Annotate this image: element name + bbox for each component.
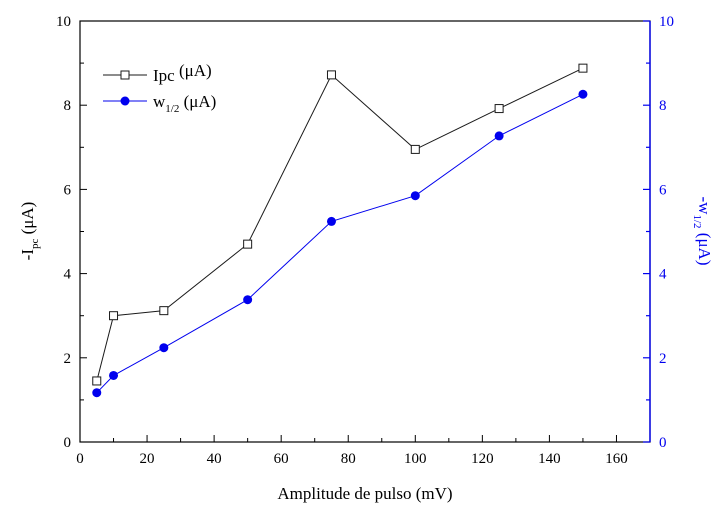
x-axis-label: Amplitude de pulso (mV) xyxy=(277,484,452,503)
x-axis: 0 20 40 60 80 100 120 140 160 xyxy=(76,435,628,467)
left-y-tick-label: 10 xyxy=(56,14,71,30)
data-point-w12 xyxy=(92,388,102,398)
data-point-w12 xyxy=(159,343,169,353)
legend-label-w12: w1/2 (μA) xyxy=(153,92,216,115)
right-y-tick-label: 0 xyxy=(659,435,667,451)
left-y-axis-label: -Ipc (μA) xyxy=(18,202,41,261)
x-tick-label: 0 xyxy=(76,451,84,467)
legend-label-ipc: Ipc (μA) xyxy=(153,61,212,85)
data-point-w12 xyxy=(109,370,119,380)
x-tick-label: 80 xyxy=(341,451,356,467)
data-point-ipc xyxy=(494,104,504,114)
data-point-ipc xyxy=(243,239,253,249)
data-point-ipc xyxy=(92,376,102,386)
x-tick-label: 120 xyxy=(471,451,494,467)
left-y-tick-label: 8 xyxy=(64,98,72,114)
right-y-tick-label: 2 xyxy=(659,351,667,367)
data-point-ipc xyxy=(109,311,119,321)
x-tick-label: 160 xyxy=(605,451,628,467)
left-y-tick-label: 2 xyxy=(64,351,72,367)
right-y-axis: 0 2 4 6 8 10 xyxy=(643,14,674,451)
legend-entry-w12: w1/2 (μA) xyxy=(103,92,216,115)
legend-marker-w12 xyxy=(120,96,130,106)
right-y-tick-label: 6 xyxy=(659,182,667,198)
right-y-tick-label: 4 xyxy=(659,267,667,283)
x-tick-label: 40 xyxy=(207,451,222,467)
data-point-w12 xyxy=(410,191,420,201)
right-y-tick-label: 10 xyxy=(659,14,674,30)
legend: Ipc (μA) w1/2 (μA) xyxy=(103,61,216,115)
series-line-1 xyxy=(96,93,584,394)
data-point-w12 xyxy=(494,131,504,141)
x-tick-label: 20 xyxy=(140,451,155,467)
data-point-ipc xyxy=(326,70,336,80)
series-layer xyxy=(92,63,588,398)
left-y-tick-label: 4 xyxy=(64,267,72,283)
data-point-ipc xyxy=(410,144,420,154)
legend-marker-ipc xyxy=(120,70,130,80)
series-line-0 xyxy=(96,67,584,382)
data-point-w12 xyxy=(326,216,336,226)
data-point-w12 xyxy=(243,295,253,305)
x-tick-label: 60 xyxy=(274,451,289,467)
left-y-tick-label: 0 xyxy=(64,435,72,451)
data-point-w12 xyxy=(578,89,588,99)
data-point-ipc xyxy=(159,306,169,316)
right-y-axis-label: -w1/2 (μA) xyxy=(691,197,714,266)
right-y-tick-label: 8 xyxy=(659,98,667,114)
data-point-ipc xyxy=(578,63,588,73)
legend-entry-ipc: Ipc (μA) xyxy=(103,61,212,85)
left-y-axis: 0 2 4 6 8 10 xyxy=(56,14,87,451)
x-tick-label: 140 xyxy=(538,451,561,467)
x-tick-label: 100 xyxy=(404,451,427,467)
left-y-tick-label: 6 xyxy=(64,182,72,198)
